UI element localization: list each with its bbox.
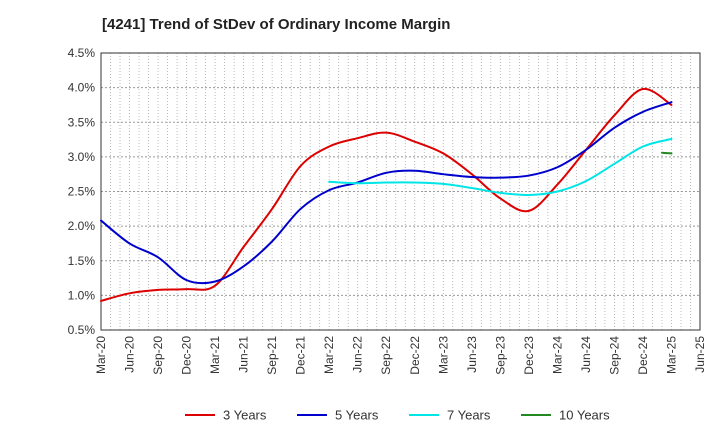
- y-tick-label: 3.0%: [68, 150, 96, 164]
- series-line-10-years: [660, 151, 673, 155]
- x-tick-label: Dec-24: [636, 336, 650, 375]
- x-tick-label: Mar-24: [550, 336, 564, 374]
- chart-title: [4241] Trend of StDev of Ordinary Income…: [102, 16, 451, 33]
- legend-layer: 3 Years 5 Years 7 Years 10 Years: [185, 408, 610, 423]
- axis-layer: 0.5% 1.0% 1.5% 2.0% 2.5% 3.0% 3.5% 4.0% 4.5% Mar-…: [68, 46, 707, 375]
- y-tick-label: 4.5%: [68, 46, 96, 60]
- x-tick-label: Dec-22: [408, 336, 422, 375]
- y-tick-label: 4.0%: [68, 81, 96, 95]
- y-tick-label: 1.0%: [68, 288, 96, 302]
- x-tick-label: Mar-21: [208, 336, 222, 374]
- x-tick-label: Mar-25: [664, 336, 678, 374]
- series-line-5-years: [100, 101, 673, 285]
- x-tick-label: Mar-23: [436, 336, 450, 374]
- x-tick-label: Jun-24: [579, 336, 593, 373]
- x-tick-label: Jun-20: [123, 336, 137, 373]
- x-tick-label: Sep-23: [493, 336, 507, 375]
- legend-label-5-years: 5 Years: [335, 408, 379, 423]
- plot-frame: [100, 52, 701, 331]
- x-tick-label: Sep-21: [265, 336, 279, 375]
- x-tick-label: Sep-20: [151, 336, 165, 375]
- series-layer: [100, 88, 673, 302]
- legend-label-10-years: 10 Years: [559, 408, 610, 423]
- x-tick-label: Jun-21: [237, 336, 251, 373]
- x-tick-label: Jun-25: [693, 336, 707, 373]
- x-tick-label: Dec-21: [294, 336, 308, 375]
- legend-label-7-years: 7 Years: [447, 408, 491, 423]
- x-tick-label: Mar-22: [322, 336, 336, 374]
- x-tick-label: Sep-24: [607, 336, 621, 375]
- y-tick-label: 2.5%: [68, 185, 96, 199]
- x-tick-label: Jun-22: [351, 336, 365, 373]
- y-tick-label: 2.0%: [68, 219, 96, 233]
- x-tick-label: Dec-20: [180, 336, 194, 375]
- series-line-7-years: [328, 137, 673, 196]
- x-tick-label: Jun-23: [465, 336, 479, 373]
- series-line-3-years: [100, 88, 673, 302]
- x-tick-label: Mar-20: [94, 336, 108, 374]
- x-tick-label: Sep-22: [379, 336, 393, 375]
- y-tick-label: 1.5%: [68, 254, 96, 268]
- x-tick-label: Dec-23: [522, 336, 536, 375]
- legend-label-3-years: 3 Years: [223, 408, 267, 423]
- y-tick-label: 0.5%: [68, 323, 96, 337]
- y-tick-label: 3.5%: [68, 115, 96, 129]
